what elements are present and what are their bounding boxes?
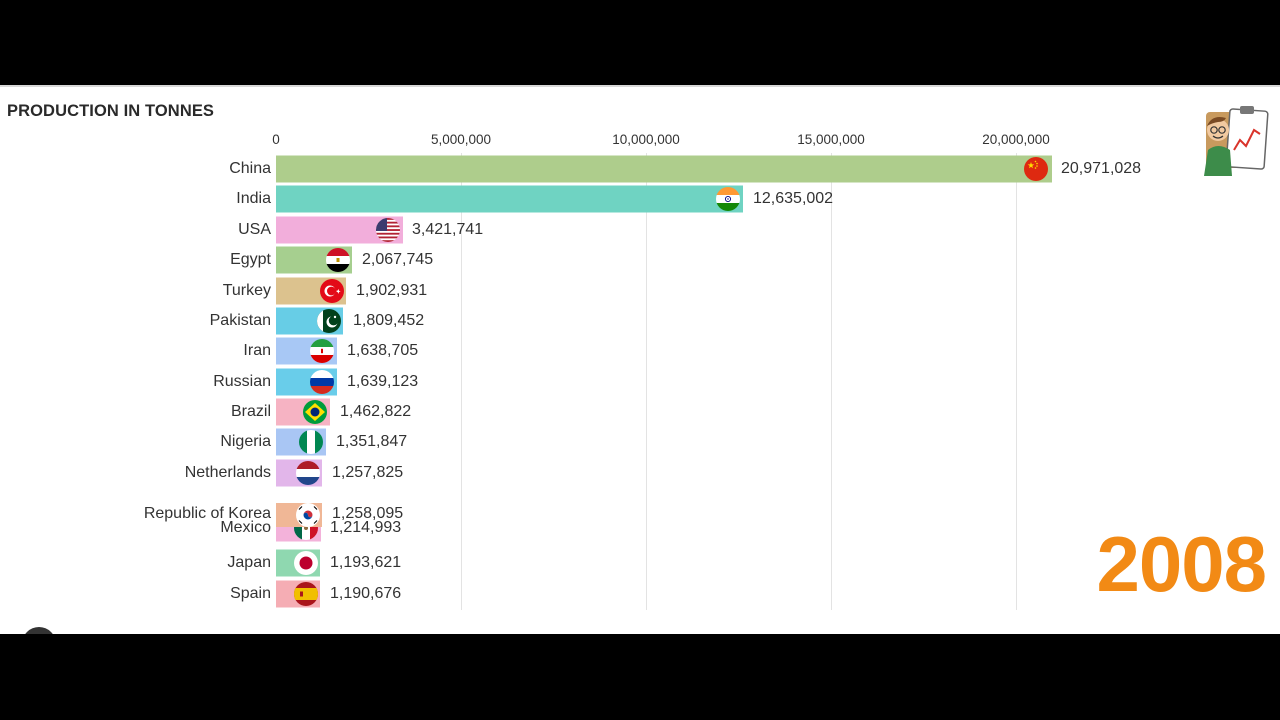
bar-value: 3,421,741 — [412, 221, 484, 238]
x-tick-label: 10,000,000 — [612, 132, 680, 147]
year-label: 2008 — [1096, 520, 1267, 608]
row-label: Republic of Korea — [143, 505, 271, 522]
chart-title: PRODUCTION IN TONNES — [7, 102, 215, 120]
bar-value: 1,351,847 — [336, 433, 408, 450]
bar-value: 1,639,123 — [347, 373, 419, 390]
bar-value: 1,902,931 — [356, 282, 428, 299]
row-label: Pakistan — [209, 312, 271, 329]
bar-value: 1,190,676 — [330, 585, 402, 602]
gridline — [461, 153, 462, 610]
letterbox-bottom — [0, 634, 1280, 720]
mascot-logo-icon — [1198, 104, 1274, 176]
row-label: Egypt — [230, 251, 271, 268]
mexico-flag-icon — [294, 516, 318, 540]
bar-value: 1,638,705 — [347, 342, 419, 359]
russia-flag-icon — [310, 370, 334, 394]
x-tick-label: 20,000,000 — [982, 132, 1050, 147]
x-tick-label: 15,000,000 — [797, 132, 865, 147]
gridline — [1016, 153, 1017, 610]
turkey-flag-icon — [320, 279, 344, 303]
bar-value: 1,214,993 — [330, 519, 402, 536]
bar-value: 1,809,452 — [353, 312, 425, 329]
bar-value: 1,193,621 — [330, 554, 402, 571]
row-label: USA — [238, 221, 271, 238]
letterbox-top — [0, 0, 1280, 85]
row-label: Turkey — [222, 282, 271, 299]
egypt-flag-icon — [326, 248, 350, 272]
row-label: Netherlands — [184, 464, 271, 481]
bar-value: 1,258,095 — [332, 505, 404, 522]
bar-value: 1,257,825 — [332, 464, 404, 481]
spain-flag-icon — [294, 582, 318, 606]
x-tick-label: 5,000,000 — [430, 132, 492, 147]
bar-value: 12,635,002 — [753, 190, 834, 207]
nigeria-flag-icon — [299, 430, 323, 454]
korea-flag-icon — [296, 503, 320, 527]
bar-value: 1,462,822 — [340, 403, 412, 420]
gridline — [646, 153, 647, 610]
row-label: China — [229, 160, 271, 177]
row-label: Japan — [227, 554, 271, 571]
usa-flag-icon — [376, 218, 400, 242]
row-label: Brazil — [230, 403, 271, 420]
bar-value: 2,067,745 — [362, 251, 434, 268]
gridline — [831, 153, 832, 610]
bar — [276, 185, 743, 213]
row-label: Russian — [213, 373, 271, 390]
china-flag-icon — [1024, 157, 1048, 181]
play-button[interactable] — [22, 627, 56, 634]
netherlands-flag-icon — [296, 461, 320, 485]
pakistan-flag-icon — [317, 309, 341, 333]
row-label: Spain — [230, 585, 271, 602]
row-label: India — [236, 190, 271, 207]
row-label: Mexico — [220, 519, 271, 536]
bar-value: 20,971,028 — [1061, 160, 1142, 177]
row-label: Iran — [243, 342, 271, 359]
row-label: Nigeria — [220, 433, 271, 450]
iran-flag-icon — [310, 339, 334, 363]
brazil-flag-icon — [303, 400, 327, 424]
japan-flag-icon — [294, 551, 318, 575]
bar — [276, 155, 1052, 183]
chart-stage: PRODUCTION IN TONNES 0 5,000,000 10,000,… — [0, 85, 1280, 634]
x-tick-label: 0 — [272, 132, 280, 147]
india-flag-icon — [716, 187, 740, 211]
